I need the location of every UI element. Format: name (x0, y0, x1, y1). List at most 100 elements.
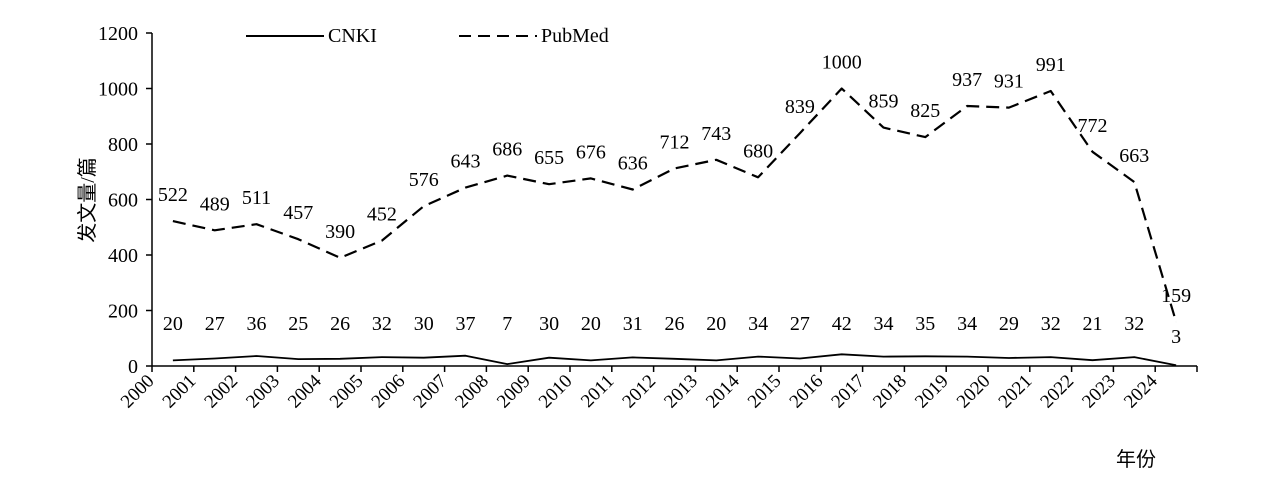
x-tick-label: 2018 (869, 371, 911, 413)
data-label-pubmed: 712 (660, 131, 690, 153)
x-tick-label: 2016 (786, 371, 828, 413)
data-label-pubmed: 825 (910, 100, 940, 122)
series-group (172, 87, 1178, 367)
data-point-cnki (255, 355, 257, 357)
data-label-pubmed: 991 (1036, 54, 1066, 76)
legend-item-cnki: CNKI (246, 25, 377, 47)
legend: CNKI PubMed (246, 25, 609, 47)
data-label-pubmed: 686 (492, 139, 522, 161)
data-point-cnki (924, 355, 926, 357)
legend-label-pubmed: PubMed (541, 25, 609, 47)
data-point-cnki (172, 359, 174, 361)
data-point-pubmed (506, 174, 508, 176)
data-point-pubmed (590, 177, 592, 179)
data-label-pubmed: 452 (367, 204, 397, 226)
x-tick-label: 2019 (911, 371, 953, 413)
data-point-cnki (882, 355, 884, 357)
x-tick-label: 2004 (284, 370, 326, 412)
data-point-pubmed (214, 229, 216, 231)
data-label-pubmed: 457 (283, 202, 313, 224)
data-point-cnki (1008, 357, 1010, 359)
y-tick-label: 600 (108, 190, 138, 212)
y-tick-label: 400 (108, 245, 138, 267)
data-point-pubmed (297, 238, 299, 240)
data-point-cnki (214, 357, 216, 359)
data-label-pubmed: 522 (158, 184, 188, 206)
data-label-cnki: 37 (456, 313, 476, 335)
data-label-cnki: 31 (623, 313, 643, 335)
data-label-pubmed: 643 (451, 151, 481, 173)
data-point-pubmed (841, 87, 843, 89)
data-point-pubmed (1008, 106, 1010, 108)
series-line-pubmed (172, 87, 1178, 323)
data-label-cnki: 34 (748, 313, 768, 335)
data-point-pubmed (464, 186, 466, 188)
data-point-cnki (673, 358, 675, 360)
data-point-cnki (464, 355, 466, 357)
data-point-cnki (297, 358, 299, 360)
x-tick-label: 2023 (1078, 371, 1120, 413)
x-tick-label: 2003 (242, 371, 284, 413)
x-tick-label: 2021 (995, 371, 1037, 413)
data-label-group: 20 27 36 25 26 32 30 37 7 30 20 31 26 20 34 27 42 34 35 34 2… (158, 52, 1191, 349)
data-label-cnki: 35 (915, 313, 935, 335)
data-label-pubmed: 663 (1119, 145, 1149, 167)
x-tick-label: 2000 (117, 371, 159, 413)
x-tick-label: 2006 (368, 371, 410, 413)
data-point-cnki (423, 356, 425, 358)
y-tick-group: 0 200 400 600 800 1000 1200 (98, 23, 152, 378)
data-point-cnki (381, 356, 383, 358)
x-tick-label: 2011 (577, 371, 618, 412)
data-point-pubmed (924, 136, 926, 138)
data-point-pubmed (172, 220, 174, 222)
data-point-cnki (632, 356, 634, 358)
data-point-pubmed (757, 176, 759, 178)
data-label-cnki: 30 (414, 313, 434, 335)
y-axis-label: 发文量/篇 (76, 157, 99, 243)
x-tick-label: 2020 (953, 371, 995, 413)
data-label-cnki: 34 (874, 313, 894, 335)
data-label-pubmed: 931 (994, 71, 1024, 93)
x-tick-label: 2001 (159, 371, 201, 413)
data-label-pubmed: 576 (409, 169, 439, 191)
x-tick-label: 2017 (827, 371, 869, 413)
data-label-cnki: 36 (247, 313, 267, 335)
data-point-cnki (548, 356, 550, 358)
data-point-cnki (757, 355, 759, 357)
y-tick-label: 1000 (98, 79, 138, 101)
y-tick-label: 200 (108, 301, 138, 323)
x-tick-label: 2009 (493, 371, 535, 413)
data-label-cnki: 20 (163, 313, 183, 335)
data-label-cnki: 30 (539, 313, 559, 335)
data-label-pubmed: 159 (1161, 285, 1191, 307)
data-label-cnki: 34 (957, 313, 977, 335)
x-tick-label: 2005 (326, 371, 368, 413)
data-point-pubmed (1175, 321, 1177, 323)
data-label-pubmed: 680 (743, 140, 773, 162)
data-point-pubmed (799, 132, 801, 134)
data-point-pubmed (1091, 151, 1093, 153)
x-tick-label: 2024 (1120, 370, 1162, 412)
data-label-pubmed: 676 (576, 141, 606, 163)
x-axis-label: 年份 (1116, 448, 1156, 471)
x-tick-label: 2007 (409, 371, 451, 413)
data-point-cnki (339, 358, 341, 360)
data-point-pubmed (423, 205, 425, 207)
data-point-cnki (841, 353, 843, 355)
data-label-pubmed: 655 (534, 147, 564, 169)
data-label-cnki: 27 (790, 313, 810, 335)
data-point-pubmed (1050, 90, 1052, 92)
data-label-cnki: 32 (372, 313, 392, 335)
x-tick-label: 2002 (200, 371, 242, 413)
data-label-pubmed: 636 (618, 153, 648, 175)
data-label-pubmed: 839 (785, 96, 815, 118)
data-label-cnki: 42 (832, 313, 852, 335)
x-tick-label: 2014 (702, 370, 744, 412)
data-point-pubmed (632, 188, 634, 190)
data-label-cnki: 32 (1041, 313, 1061, 335)
data-label-pubmed: 1000 (822, 52, 862, 74)
data-point-pubmed (673, 167, 675, 169)
legend-label-cnki: CNKI (328, 25, 377, 47)
data-label-pubmed: 743 (701, 123, 731, 145)
